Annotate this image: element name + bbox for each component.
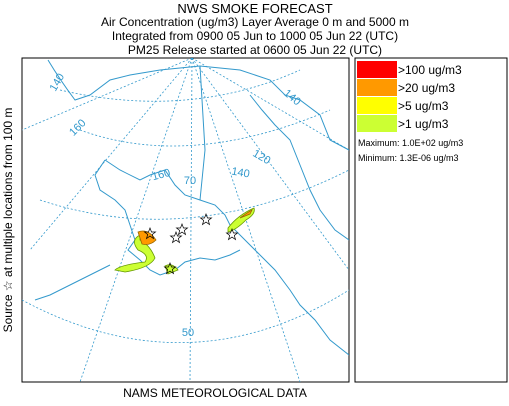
smoke-plume bbox=[239, 209, 253, 219]
coastline bbox=[47, 59, 349, 151]
sources bbox=[143, 213, 239, 275]
graticule-label: 50 bbox=[182, 327, 194, 339]
footer: NAMS METEOROLOGICAL DATA bbox=[123, 386, 307, 400]
title: NWS SMOKE FORECAST bbox=[177, 1, 332, 16]
map-frame bbox=[21, 57, 350, 383]
graticule-label: 70 bbox=[184, 175, 196, 187]
subtitle: PM25 Release started at 0600 05 Jun 22 (… bbox=[128, 43, 382, 57]
legend-minimum: Minimum: 1.3E-06 ug/m3 bbox=[358, 153, 459, 163]
graticule bbox=[22, 58, 349, 382]
legend-label: >1 ug/m3 bbox=[398, 117, 449, 131]
graticule-label: 160 bbox=[151, 167, 172, 183]
graticule-label: 140 bbox=[230, 166, 250, 181]
coastline bbox=[34, 264, 111, 301]
legend-label: >20 ug/m3 bbox=[398, 81, 455, 95]
legend-label: >5 ug/m3 bbox=[398, 99, 449, 113]
legend: >100 ug/m3 >20 ug/m3 >5 ug/m3 >1 ug/m3 bbox=[357, 61, 462, 132]
legend-maximum: Maximum: 1.0E+02 ug/m3 bbox=[358, 138, 463, 148]
border bbox=[199, 65, 206, 201]
subtitle: Air Concentration (ug/m3) Layer Average … bbox=[101, 15, 409, 29]
legend-swatch bbox=[357, 115, 397, 132]
legend-label: >100 ug/m3 bbox=[398, 63, 462, 77]
legend-swatch bbox=[357, 79, 397, 96]
legend-swatch bbox=[357, 61, 397, 78]
coastline bbox=[104, 159, 349, 356]
graticule bbox=[22, 69, 349, 343]
side-label: Source ☆ at multiple locations from 100 … bbox=[1, 108, 15, 333]
coastline bbox=[249, 94, 349, 241]
coastline bbox=[94, 159, 241, 276]
legend-swatch bbox=[357, 97, 397, 114]
subtitle: Integrated from 0900 05 Jun to 1000 05 J… bbox=[112, 29, 398, 43]
